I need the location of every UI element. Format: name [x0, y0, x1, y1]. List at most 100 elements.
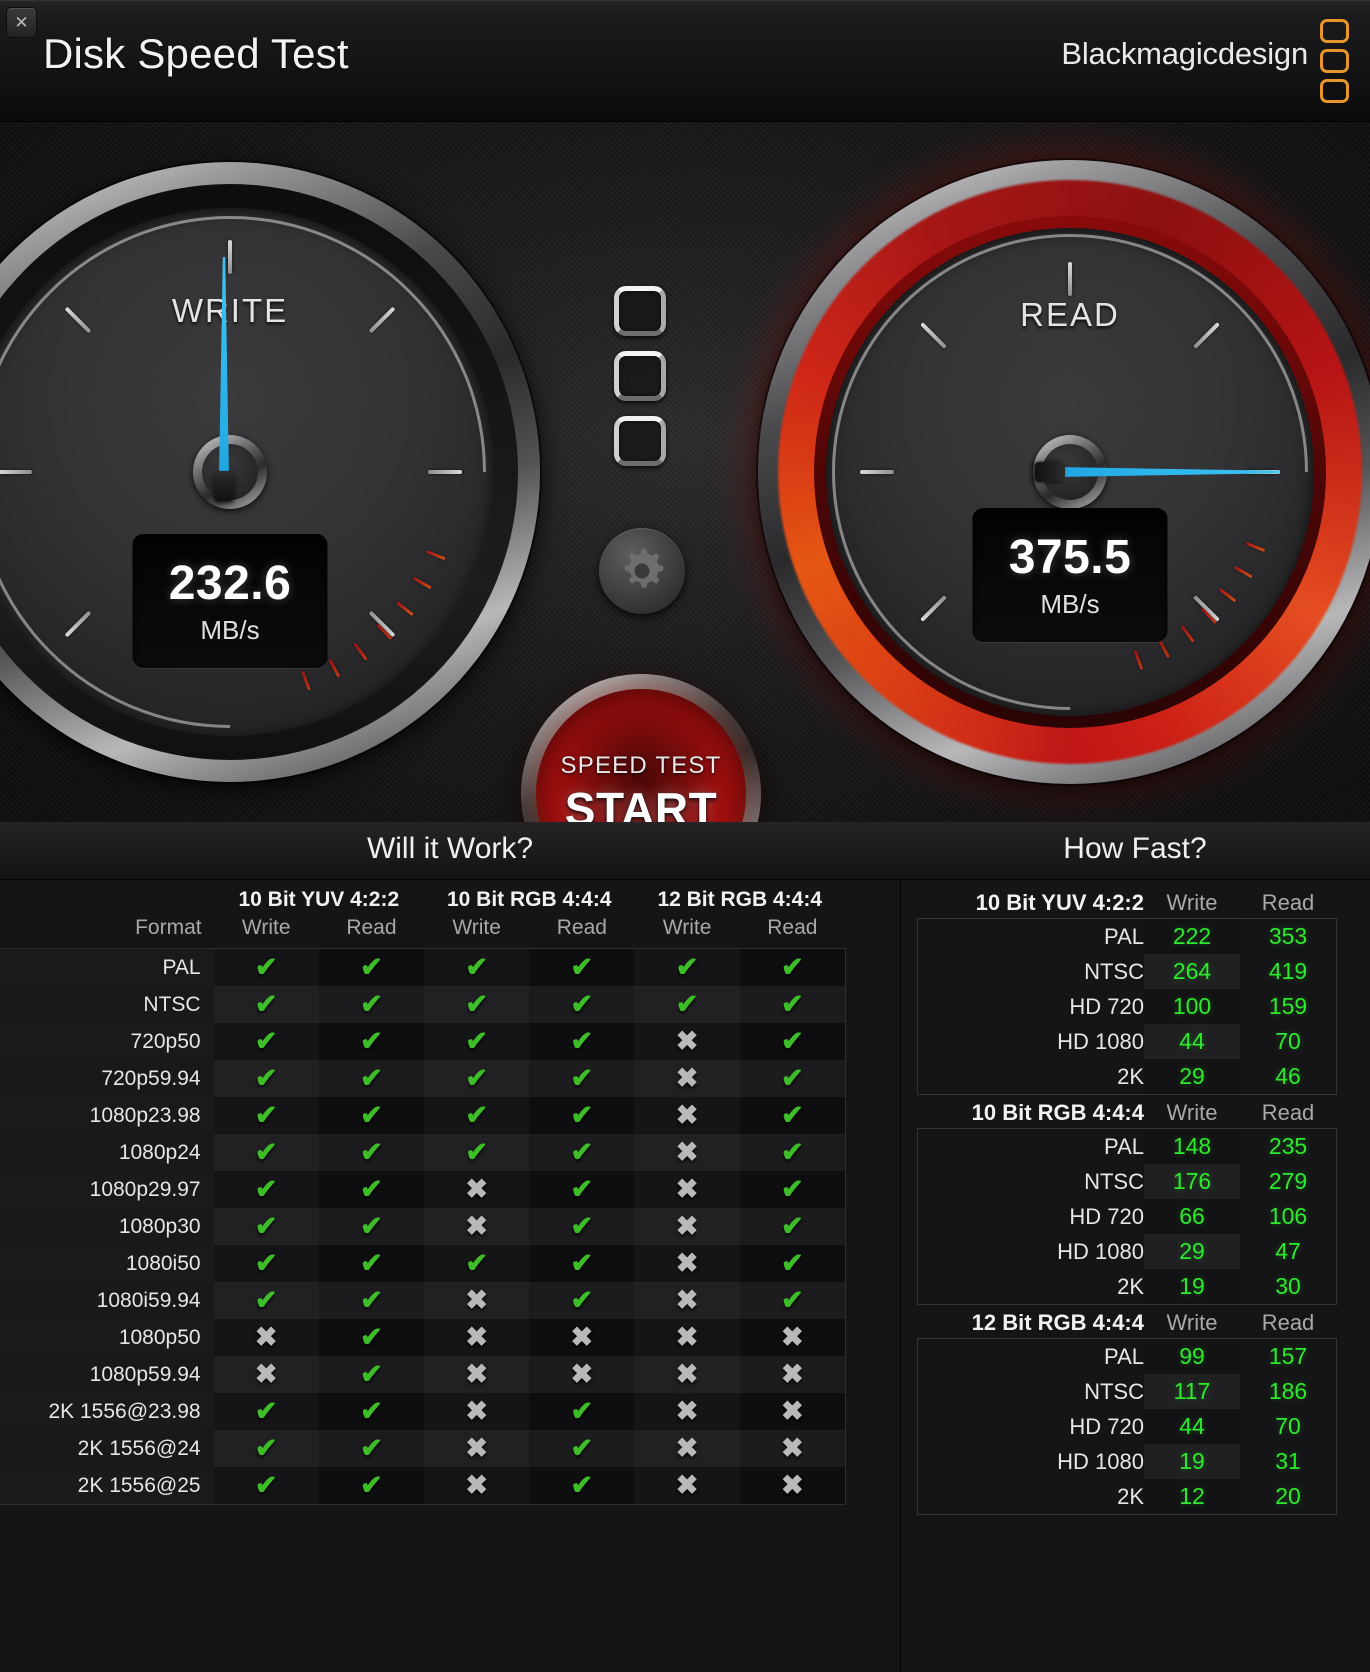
- resolution-label: 2K: [1117, 1063, 1144, 1089]
- check-icon: ✔: [570, 1063, 594, 1093]
- supported-cell: ✔: [739, 1023, 845, 1060]
- write-speed-value: 66: [1144, 1199, 1240, 1234]
- unsupported-cell: ✖: [634, 1356, 740, 1393]
- unsupported-cell: ✖: [739, 1467, 845, 1504]
- supported-cell: ✔: [529, 1208, 635, 1245]
- speed-test-start-button[interactable]: SPEED TEST START: [521, 674, 761, 822]
- brand-name: Blackmagicdesign: [1061, 36, 1308, 71]
- blackmagic-logo-blocks-icon: [614, 286, 668, 466]
- supported-cell: ✔: [213, 1282, 319, 1319]
- table-row: NTSC ✔ ✔ ✔ ✔ ✔ ✔: [0, 986, 845, 1023]
- supported-cell: ✔: [739, 1171, 845, 1208]
- cross-icon: ✖: [675, 1248, 699, 1278]
- supported-cell: ✔: [424, 1023, 530, 1060]
- cross-icon: ✖: [781, 1433, 804, 1463]
- resolution-label: PAL: [1104, 923, 1144, 949]
- supported-cell: ✔: [739, 1097, 845, 1134]
- gauge-tick: [428, 470, 462, 474]
- supported-cell: ✔: [213, 949, 319, 986]
- subheader-0-write: Write: [241, 916, 291, 939]
- supported-cell: ✔: [739, 1282, 845, 1319]
- supported-cell: ✔: [529, 1430, 635, 1467]
- unsupported-cell: ✖: [634, 1023, 740, 1060]
- resolution-label: 2K: [1117, 1273, 1144, 1299]
- table-row: 1080p50 ✖ ✔ ✖ ✖ ✖ ✖: [0, 1319, 845, 1356]
- gauge-tick: [228, 240, 232, 274]
- supported-cell: ✔: [213, 1097, 319, 1134]
- gauge-tick: [860, 470, 894, 474]
- check-icon: ✔: [254, 1100, 278, 1130]
- format-name: NTSC: [0, 986, 214, 1023]
- check-icon: ✔: [465, 989, 488, 1019]
- check-icon: ✔: [254, 1174, 278, 1204]
- check-icon: ✔: [781, 1063, 804, 1093]
- format-group-header-1: 10 Bit RGB 4:4:4: [446, 888, 612, 911]
- check-icon: ✔: [254, 1285, 278, 1315]
- write-column-header: Write: [1166, 1310, 1218, 1335]
- gauge-tick: [0, 470, 32, 474]
- check-icon: ✔: [254, 1470, 278, 1500]
- resolution-label: NTSC: [1084, 1168, 1144, 1194]
- check-icon: ✔: [781, 1174, 804, 1204]
- check-icon: ✔: [781, 952, 804, 982]
- how-fast-values-0: PAL 222 353 NTSC 264 419 HD 720 100 159 HD 1080 44…: [917, 918, 1337, 1095]
- check-icon: ✔: [360, 1396, 383, 1426]
- supported-cell: ✔: [529, 1134, 635, 1171]
- list-item: NTSC 117 186: [918, 1374, 1336, 1409]
- table-row: 720p50 ✔ ✔ ✔ ✔ ✖ ✔: [0, 1023, 845, 1060]
- unsupported-cell: ✖: [424, 1393, 530, 1430]
- supported-cell: ✔: [529, 1060, 635, 1097]
- read-speed-value: 159: [1268, 993, 1308, 1019]
- how-fast-heading: How Fast?: [1063, 832, 1207, 865]
- read-column-header: Read: [1261, 1100, 1315, 1125]
- check-icon: ✔: [570, 1137, 594, 1167]
- write-speed-value: 44: [1144, 1409, 1240, 1444]
- supported-cell: ✔: [213, 1134, 319, 1171]
- write-speed-value: 100: [1144, 989, 1240, 1024]
- title-bar: ✕ Disk Speed Test Blackmagicdesign: [0, 0, 1370, 122]
- write-speed-value: 19: [1144, 1444, 1240, 1479]
- column-divider: [900, 880, 901, 1672]
- cross-icon: ✖: [675, 1433, 699, 1463]
- supported-cell: ✔: [529, 1467, 635, 1504]
- subheader-1-read: Read: [556, 916, 607, 939]
- read-readout: 375.5 MB/s: [972, 508, 1168, 642]
- write-gauge: WRITE 232.6 MB/s: [0, 122, 593, 822]
- table-row: 1080i50 ✔ ✔ ✔ ✔ ✖ ✔: [0, 1245, 845, 1282]
- supported-cell: ✔: [634, 949, 740, 986]
- subheader-2-write: Write: [662, 916, 712, 939]
- supported-cell: ✔: [213, 1171, 319, 1208]
- check-icon: ✔: [254, 1396, 278, 1426]
- start-button-sublabel: SPEED TEST: [560, 752, 722, 779]
- check-icon: ✔: [360, 1026, 383, 1056]
- supported-cell: ✔: [318, 1282, 425, 1319]
- supported-cell: ✔: [318, 1208, 425, 1245]
- supported-cell: ✔: [318, 1134, 425, 1171]
- write-speed-value: 264: [1144, 954, 1240, 989]
- table-row: 1080p29.97 ✔ ✔ ✖ ✔ ✖ ✔: [0, 1171, 845, 1208]
- check-icon: ✔: [570, 1174, 594, 1204]
- unsupported-cell: ✖: [634, 1393, 740, 1430]
- close-button[interactable]: ✕: [6, 7, 37, 38]
- read-speed-value: 47: [1275, 1238, 1301, 1264]
- resolution-label: NTSC: [1084, 1378, 1144, 1404]
- supported-cell: ✔: [739, 1134, 845, 1171]
- list-item: 2K 12 20: [918, 1479, 1336, 1514]
- gauge-tick: [1068, 262, 1072, 296]
- section-headers: Will it Work? How Fast?: [0, 822, 1370, 880]
- unsupported-cell: ✖: [424, 1282, 530, 1319]
- unsupported-cell: ✖: [634, 1430, 740, 1467]
- read-gauge-label: READ: [1020, 296, 1120, 333]
- unsupported-cell: ✖: [529, 1356, 635, 1393]
- check-icon: ✔: [254, 1248, 278, 1278]
- supported-cell: ✔: [424, 949, 530, 986]
- read-speed-value: 31: [1275, 1448, 1301, 1474]
- format-name: 2K 1556@24: [0, 1430, 214, 1467]
- list-item: HD 720 66 106: [918, 1199, 1336, 1234]
- gear-icon[interactable]: [599, 528, 685, 614]
- read-gauge: READ 375.5 MB/s: [733, 135, 1370, 809]
- supported-cell: ✔: [213, 1467, 319, 1504]
- write-readout: 232.6 MB/s: [132, 534, 328, 668]
- unsupported-cell: ✖: [739, 1319, 845, 1356]
- check-icon: ✔: [360, 1470, 383, 1500]
